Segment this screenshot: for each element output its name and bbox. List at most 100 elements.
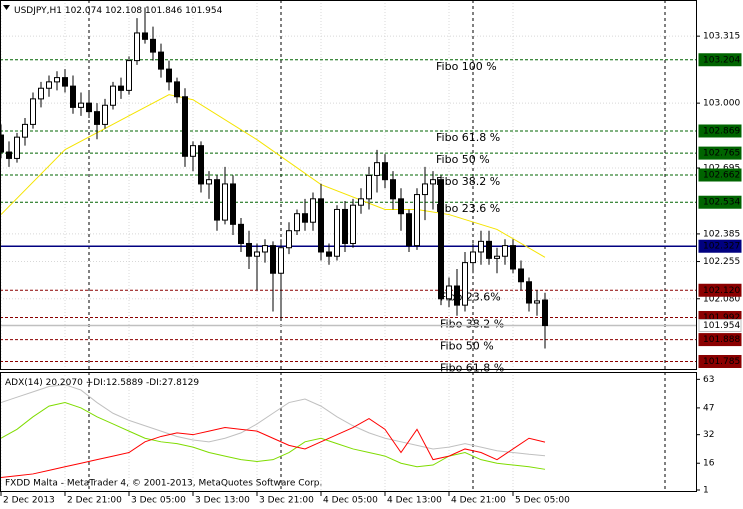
candle-body [414, 194, 420, 247]
indicator-line [0, 418, 546, 479]
candle-body [214, 179, 220, 221]
y-tick-label: 47 [703, 403, 714, 413]
y-tick-label: 102.255 [703, 257, 740, 267]
adx-panel [0, 378, 700, 491]
candle-body [430, 179, 436, 185]
candle-body [102, 104, 108, 125]
price-tag-label: 101.785 [703, 357, 740, 367]
candle-body [358, 198, 364, 206]
x-tick-label: 3 Dec 13:00 [195, 496, 250, 506]
candle-body [518, 268, 524, 283]
adx-frame [0, 372, 697, 492]
mdi-name: -DI: [146, 378, 162, 388]
candle-body [542, 299, 548, 327]
candle-body [494, 255, 500, 259]
level-label: Fibo 38.2 % [436, 175, 500, 188]
price-tag-label: 102.327 [703, 242, 740, 252]
y-tick-label: 103.315 [703, 32, 740, 42]
x-tick-label: 2 Dec 2013 [3, 496, 55, 506]
candle-body [14, 136, 20, 159]
candle-body [478, 240, 484, 253]
candle-body [70, 85, 76, 108]
candle-body [342, 208, 348, 244]
candle-body [238, 223, 244, 244]
price-tag-label: 101.992 [703, 313, 740, 323]
x-tick-label: 4 Dec 13:00 [387, 496, 442, 506]
y-tick-label: 32 [703, 430, 714, 440]
price-tag [698, 168, 742, 182]
candle-body [390, 179, 396, 200]
price-tag-label: 101.888 [703, 335, 740, 345]
candle-body [422, 183, 428, 196]
indicator-line [0, 384, 546, 457]
candle-body [334, 208, 340, 257]
level-label: Fibo 50 % [440, 340, 494, 353]
x-tick-label: 5 Dec 05:00 [515, 496, 570, 506]
price-tag [698, 53, 742, 67]
candle-body [22, 123, 28, 138]
y-tick-label: 63 [703, 375, 714, 385]
candle-body [398, 198, 404, 215]
x-tick-label: 4 Dec 05:00 [323, 496, 378, 506]
price-tag [698, 195, 742, 209]
candle-body [286, 230, 292, 249]
candle-body [270, 245, 276, 274]
x-tick-label: 3 Dec 21:00 [259, 496, 314, 506]
close: 101.954 [185, 6, 222, 16]
price-tag-label: 102.120 [703, 286, 740, 296]
price-tag [698, 283, 742, 297]
candle-body [150, 38, 156, 53]
price-tag-label: 102.662 [703, 171, 740, 181]
candle-body [534, 300, 540, 304]
price-tag [698, 146, 742, 160]
candle-body [230, 183, 236, 225]
level-label: Fibo 61.8 % [436, 131, 500, 144]
candle-body [78, 102, 84, 108]
open: 102.074 [65, 6, 102, 16]
candle-body [38, 87, 44, 100]
candle-body [198, 145, 204, 185]
price-tag-label: 102.534 [703, 198, 740, 208]
candle-body [190, 145, 196, 157]
x-tick-label: 4 Dec 21:00 [451, 496, 506, 506]
candle-body [470, 251, 476, 264]
y-tick-label: 102.695 [703, 163, 740, 173]
candle-body [30, 98, 36, 125]
candle-body [366, 174, 372, 200]
candle-body [126, 60, 132, 91]
pdi-name: +DI: [86, 378, 106, 388]
candle-body [526, 281, 532, 304]
price-tag-label: 102.869 [703, 126, 740, 136]
high: 102.108 [105, 6, 142, 16]
y-tick-label: 16 [703, 459, 715, 469]
candle-body [486, 240, 492, 259]
mdi-value: 27.8129 [162, 378, 199, 388]
level-label: Fibo 50 % [436, 153, 490, 166]
candle-body [222, 183, 228, 221]
price-tag-label: 102.765 [703, 149, 740, 159]
candle-body [310, 198, 316, 223]
candle-body [182, 96, 188, 157]
candle-body [62, 77, 68, 87]
price-tag [698, 124, 742, 138]
candle-body [94, 111, 100, 125]
candle-body [166, 68, 172, 83]
menu-arrow[interactable] [3, 5, 10, 10]
candle-body [382, 162, 388, 181]
candle-body [454, 285, 460, 306]
candle-body [134, 32, 140, 62]
candle-body [118, 85, 124, 91]
candle-body [86, 102, 92, 113]
candle-body [254, 251, 260, 257]
candle-body [302, 213, 308, 223]
price-tag [698, 319, 742, 333]
candle-body [206, 179, 212, 185]
candle-body [326, 251, 332, 257]
candle-body [350, 204, 356, 244]
candle-body [318, 198, 324, 253]
adx-name: ADX(14) [5, 378, 43, 388]
candle-body [6, 151, 12, 159]
candle-body [262, 245, 268, 253]
price-frame [0, 0, 697, 370]
price-tag-label: 101.954 [703, 321, 740, 331]
